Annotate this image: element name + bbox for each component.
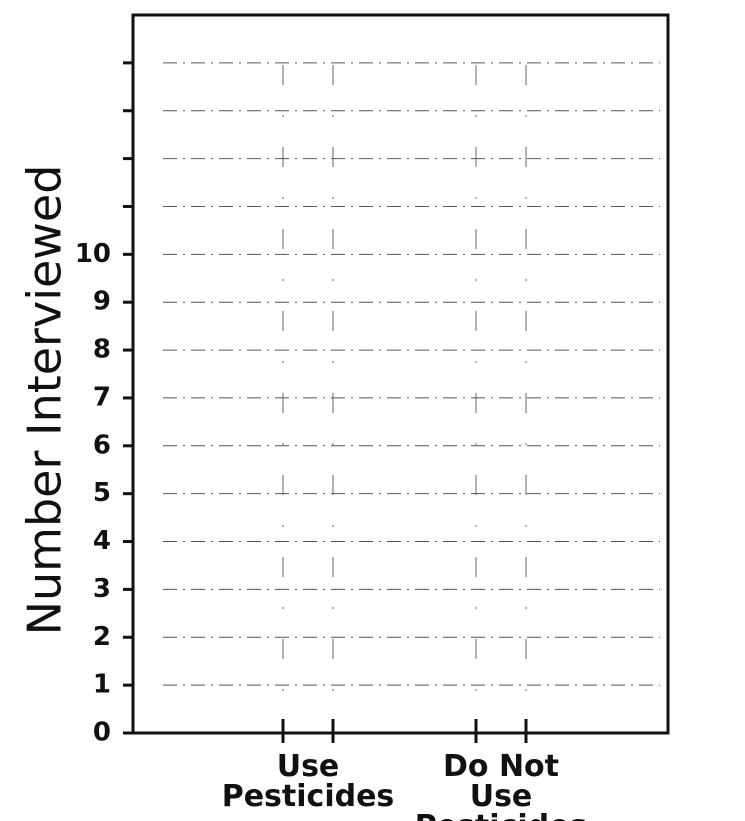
y-tick-label: 0	[93, 718, 111, 748]
y-tick-label: 10	[75, 239, 111, 269]
y-tick-label: 5	[93, 478, 111, 508]
y-tick-label: 2	[93, 622, 111, 652]
x-tick-label: Do Not Use Pesticides	[415, 749, 588, 821]
y-tick-label: 1	[93, 670, 111, 700]
y-tick-label: 7	[93, 382, 111, 412]
plot-frame	[131, 13, 670, 735]
y-tick-label: 4	[93, 526, 111, 556]
y-tick-label: 8	[93, 335, 111, 365]
y-tick-label: 6	[93, 430, 111, 460]
y-tick-label: 9	[93, 287, 111, 317]
y-tick-label: 3	[93, 574, 111, 604]
y-axis-label: Number Interviewed	[18, 165, 72, 636]
x-tick-label: Use Pesticides	[221, 749, 395, 814]
